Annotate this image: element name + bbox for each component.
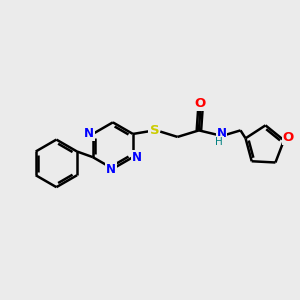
Text: N: N — [106, 163, 116, 176]
Text: N: N — [217, 127, 226, 140]
Text: N: N — [84, 127, 94, 140]
Text: H: H — [215, 137, 223, 147]
Text: O: O — [283, 131, 294, 144]
Text: N: N — [131, 151, 142, 164]
Text: S: S — [149, 124, 159, 137]
Text: O: O — [195, 97, 206, 110]
